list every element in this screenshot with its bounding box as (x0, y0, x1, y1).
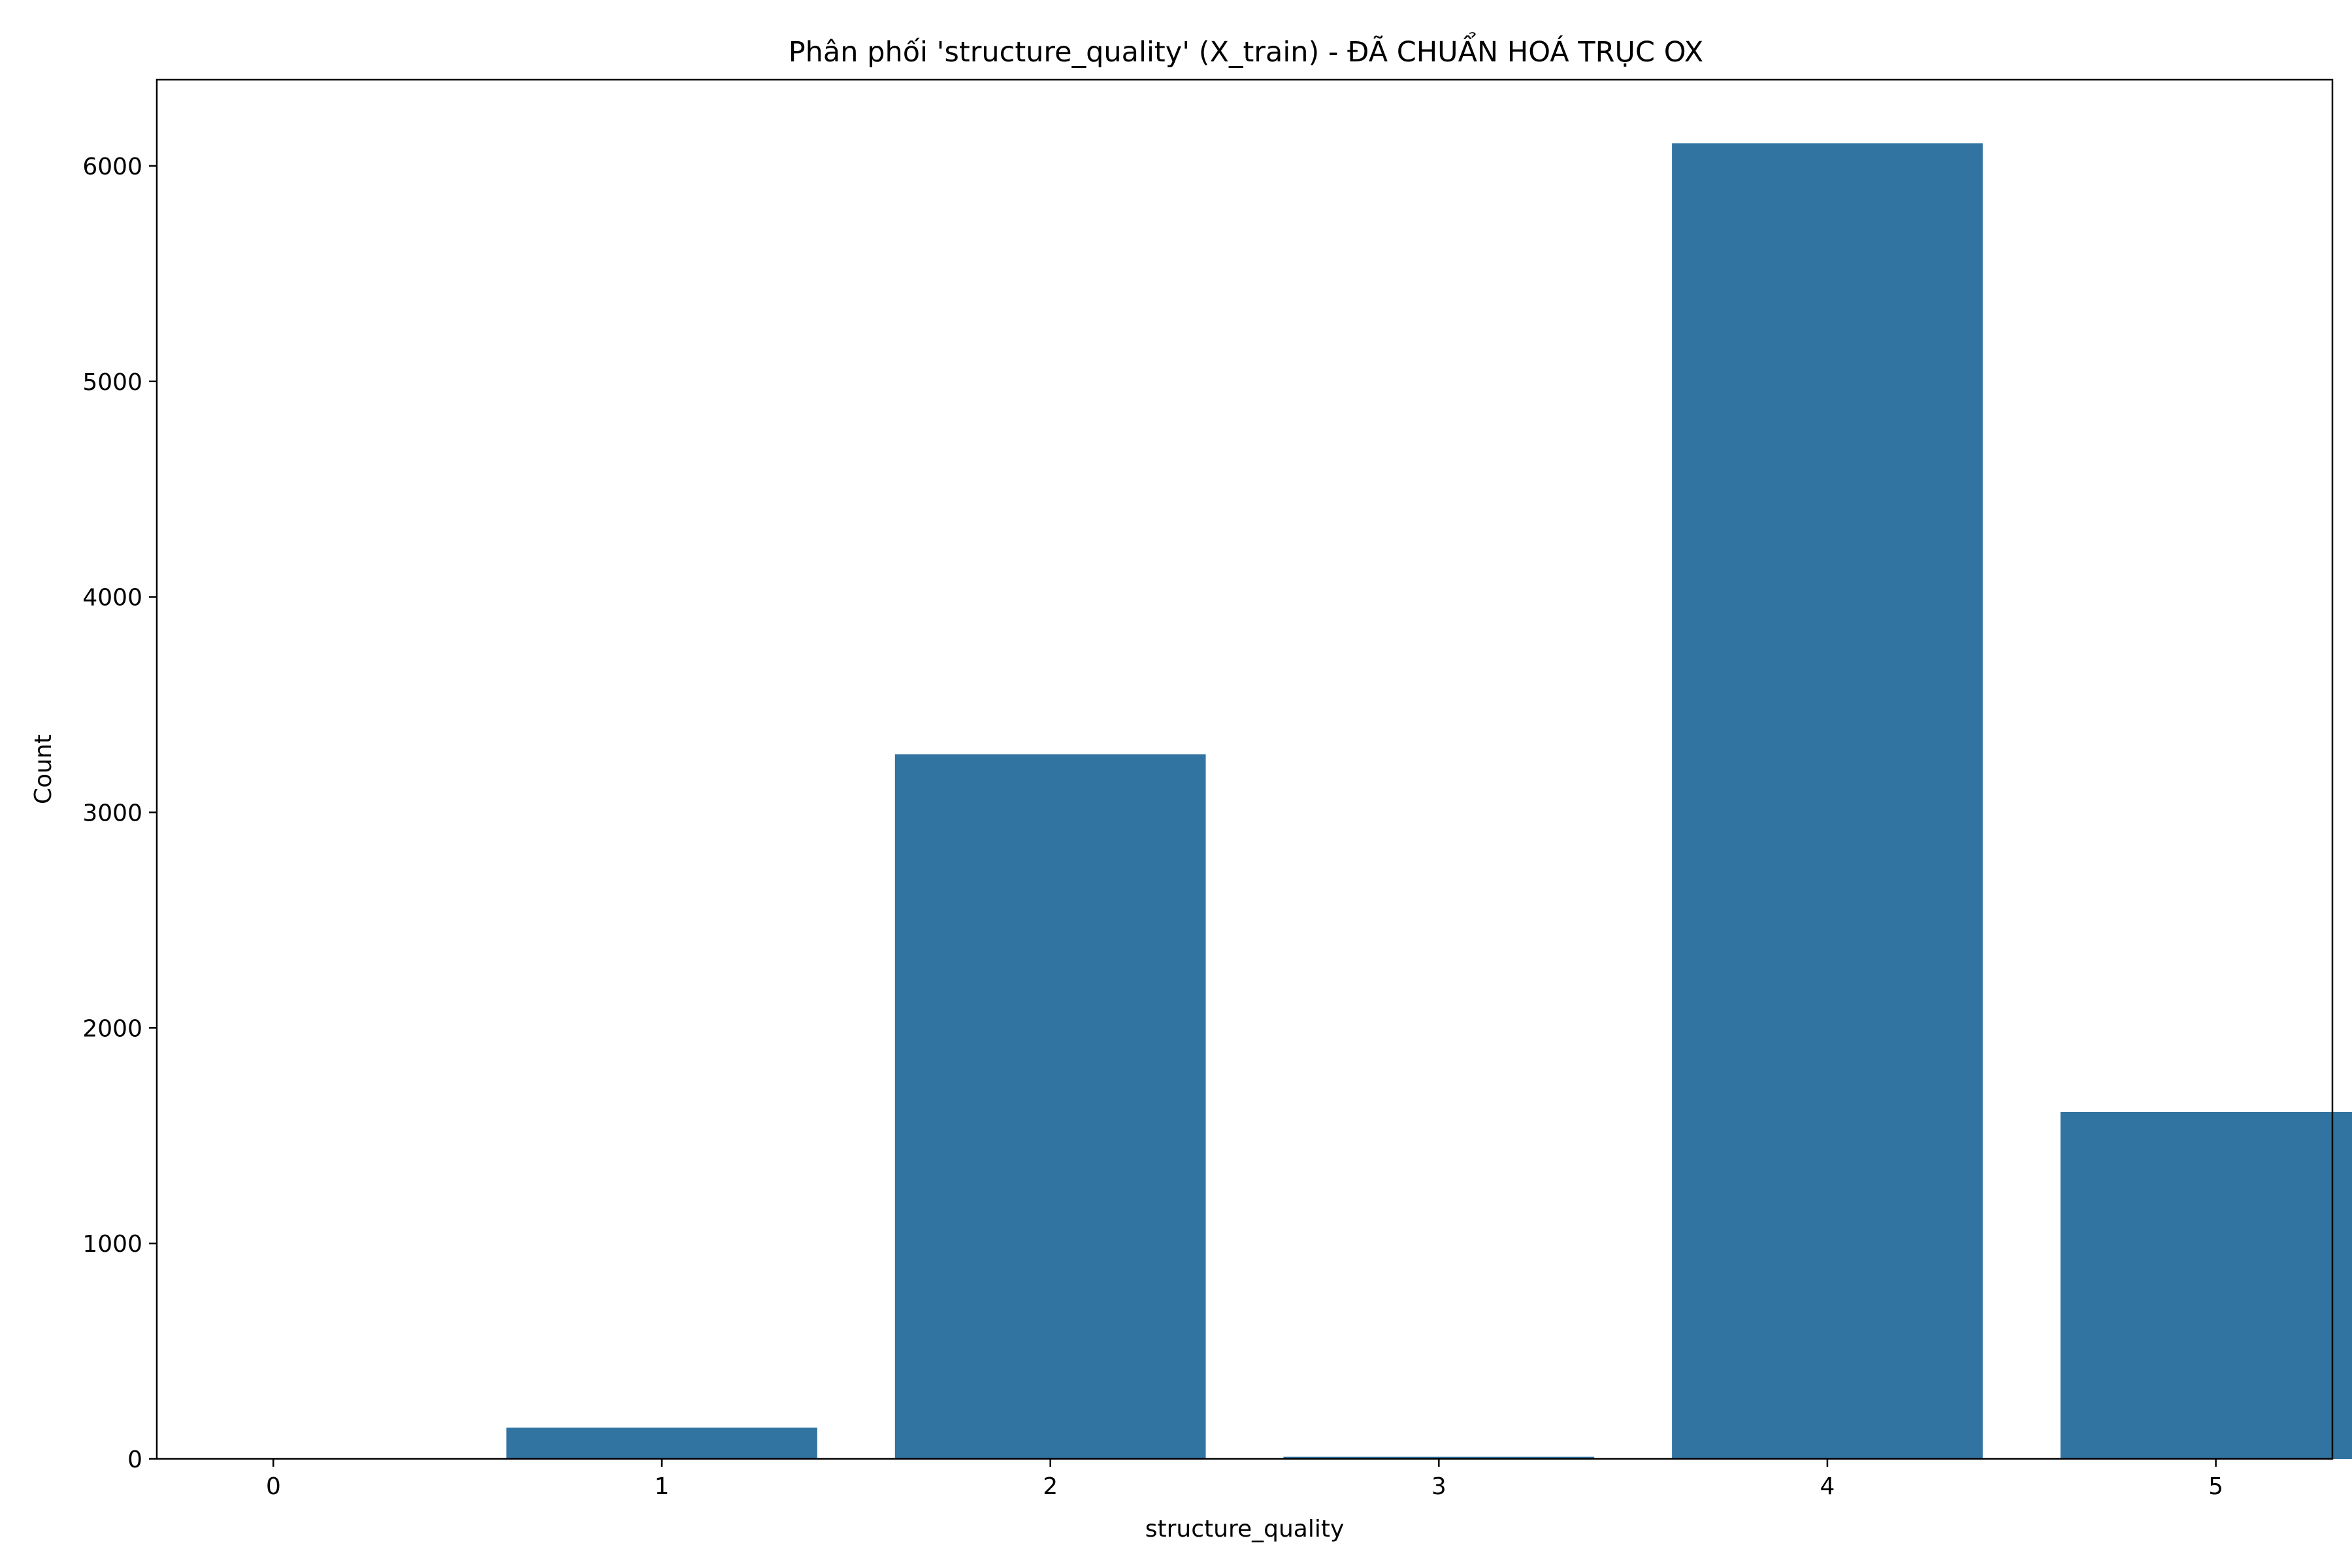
bar-3 (1283, 1456, 1595, 1459)
y-tick-label: 1000 (82, 1231, 142, 1258)
x-axis: 0 1 2 3 4 5 (266, 1459, 2223, 1500)
bar-2 (894, 754, 1206, 1459)
y-tick-label: 4000 (82, 585, 142, 612)
bar-1 (506, 1428, 817, 1459)
x-tick-label: 0 (266, 1473, 281, 1500)
chart-title: Phân phối 'structure_quality' (X_train) … (789, 32, 1704, 69)
bar-5 (2060, 1111, 2352, 1459)
plot-area (506, 143, 2352, 1459)
x-tick-label: 1 (655, 1473, 670, 1500)
bar-4 (1672, 143, 1983, 1459)
plot-frame (155, 78, 2334, 1460)
y-tick-label: 2000 (82, 1015, 142, 1042)
y-tick-label: 3000 (82, 800, 142, 826)
x-tick-label: 2 (1043, 1473, 1058, 1500)
x-tick-label: 5 (2208, 1473, 2223, 1500)
x-tick-label: 4 (1820, 1473, 1835, 1500)
y-tick-label: 5000 (82, 369, 142, 396)
y-tick-label: 6000 (82, 154, 142, 180)
x-axis-title: structure_quality (1145, 1516, 1345, 1543)
y-axis-title: Count (30, 734, 57, 804)
y-tick-label: 0 (127, 1446, 142, 1473)
y-axis: 0 1000 2000 3000 4000 5000 6000 (82, 154, 157, 1473)
x-tick-label: 3 (1431, 1473, 1446, 1500)
